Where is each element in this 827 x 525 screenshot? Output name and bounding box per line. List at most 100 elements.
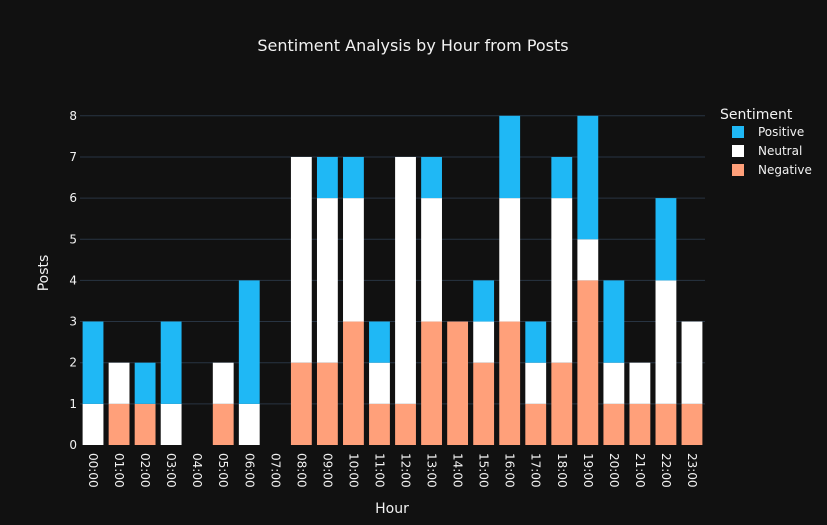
x-tick-label: 01:00 <box>112 453 126 488</box>
y-tick-label: 0 <box>69 438 77 452</box>
bar-positive-2200[interactable] <box>655 198 677 281</box>
x-tick-label: 05:00 <box>216 453 230 488</box>
bar-neutral-2200[interactable] <box>655 280 677 404</box>
bar-neutral-2100[interactable] <box>629 362 651 404</box>
bar-neutral-2300[interactable] <box>681 321 703 404</box>
x-tick-label: 10:00 <box>346 453 360 488</box>
bar-negative-1100[interactable] <box>369 403 390 445</box>
x-tick-label: 20:00 <box>607 453 621 488</box>
bar-positive-1700[interactable] <box>525 321 547 363</box>
legend-label-positive: Positive <box>758 125 804 139</box>
bar-negative-0100[interactable] <box>108 403 130 445</box>
bar-positive-0600[interactable] <box>238 280 260 404</box>
x-tick-label: 18:00 <box>555 453 569 488</box>
x-tick-label: 15:00 <box>477 453 491 488</box>
bar-neutral-1000[interactable] <box>343 198 364 322</box>
x-tick-label: 22:00 <box>659 453 673 488</box>
y-tick-label: 8 <box>69 109 77 123</box>
x-tick-label: 21:00 <box>633 453 647 488</box>
legend[interactable]: Positive Neutral Negative <box>732 125 812 177</box>
bar-negative-2100[interactable] <box>629 403 651 445</box>
y-tick-label: 7 <box>69 150 77 164</box>
bar-positive-0300[interactable] <box>160 321 182 404</box>
bar-positive-1900[interactable] <box>577 115 599 240</box>
x-tick-label: 08:00 <box>294 453 308 488</box>
x-tick-label: 17:00 <box>529 453 543 488</box>
bar-positive-1100[interactable] <box>369 321 390 363</box>
bar-neutral-0100[interactable] <box>108 362 130 404</box>
bar-negative-0800[interactable] <box>290 362 312 445</box>
bar-negative-0200[interactable] <box>134 403 156 445</box>
bar-positive-1300[interactable] <box>421 156 442 199</box>
bar-negative-0500[interactable] <box>212 403 234 445</box>
legend-swatch-positive <box>732 126 744 138</box>
x-tick-label: 06:00 <box>242 453 256 488</box>
y-tick-label: 4 <box>69 273 77 287</box>
x-tick-label: 11:00 <box>372 453 386 488</box>
bar-negative-1000[interactable] <box>343 321 364 445</box>
bar-neutral-2000[interactable] <box>603 362 625 404</box>
bar-neutral-1500[interactable] <box>473 321 495 363</box>
x-tick-label: 19:00 <box>581 453 595 488</box>
bar-negative-1900[interactable] <box>577 280 599 445</box>
bar-neutral-1200[interactable] <box>395 156 416 404</box>
bar-positive-1600[interactable] <box>499 115 521 199</box>
bar-neutral-0300[interactable] <box>160 403 182 445</box>
bars[interactable] <box>82 115 703 445</box>
legend-item-neutral[interactable]: Neutral <box>732 144 802 158</box>
x-tick-label: 13:00 <box>425 453 439 488</box>
bar-negative-1600[interactable] <box>499 321 521 445</box>
bar-negative-2200[interactable] <box>655 403 677 445</box>
bar-positive-0900[interactable] <box>316 156 338 199</box>
x-tick-label: 23:00 <box>685 453 699 488</box>
bar-neutral-1800[interactable] <box>551 198 573 363</box>
bar-neutral-1700[interactable] <box>525 362 547 404</box>
x-axis-title: Hour <box>375 501 409 517</box>
bar-negative-2300[interactable] <box>681 403 703 445</box>
legend-item-negative[interactable]: Negative <box>732 163 812 177</box>
x-tick-label: 02:00 <box>138 453 152 488</box>
y-tick-label: 2 <box>69 356 77 370</box>
bar-neutral-0900[interactable] <box>316 198 338 363</box>
bar-neutral-0800[interactable] <box>290 156 312 363</box>
bar-negative-1400[interactable] <box>447 321 469 445</box>
bar-positive-1800[interactable] <box>551 156 573 199</box>
bar-negative-1800[interactable] <box>551 362 573 445</box>
bar-neutral-0500[interactable] <box>212 362 234 404</box>
y-tick-label: 6 <box>69 191 77 205</box>
y-axis-title: Posts <box>36 255 52 292</box>
bar-neutral-0600[interactable] <box>238 403 260 445</box>
legend-label-neutral: Neutral <box>758 144 802 158</box>
chart-title: Sentiment Analysis by Hour from Posts <box>257 36 568 55</box>
x-tick-label: 07:00 <box>268 453 282 488</box>
x-tick-label: 04:00 <box>190 453 204 488</box>
bar-neutral-1300[interactable] <box>421 198 442 322</box>
bar-neutral-1600[interactable] <box>499 198 521 322</box>
bar-neutral-1100[interactable] <box>369 362 390 404</box>
bar-negative-0900[interactable] <box>316 362 338 445</box>
legend-title: Sentiment <box>720 107 793 123</box>
legend-swatch-negative <box>732 164 744 176</box>
y-axis-ticks: 0 1 2 3 4 5 6 7 8 <box>69 109 77 452</box>
bar-neutral-1900[interactable] <box>577 239 599 281</box>
bar-negative-1300[interactable] <box>421 321 442 445</box>
bar-negative-1200[interactable] <box>395 403 416 445</box>
bar-negative-2000[interactable] <box>603 403 625 445</box>
bar-positive-1500[interactable] <box>473 280 495 322</box>
bar-positive-0000[interactable] <box>82 321 104 404</box>
bar-positive-1000[interactable] <box>343 156 364 199</box>
bar-negative-1700[interactable] <box>525 403 547 445</box>
x-tick-label: 12:00 <box>399 453 413 488</box>
bar-positive-0200[interactable] <box>134 362 156 404</box>
bar-neutral-0000[interactable] <box>82 403 104 445</box>
legend-item-positive[interactable]: Positive <box>732 125 804 139</box>
y-tick-label: 3 <box>69 315 77 329</box>
y-tick-label: 5 <box>69 232 77 246</box>
x-axis-ticks: 00:00 01:00 02:00 03:00 04:00 05:00 06:00 07:00… <box>86 453 699 488</box>
bar-negative-1500[interactable] <box>473 362 495 445</box>
x-tick-label: 00:00 <box>86 453 100 488</box>
y-tick-label: 1 <box>69 397 77 411</box>
x-tick-label: 16:00 <box>503 453 517 488</box>
bar-positive-2000[interactable] <box>603 280 625 363</box>
